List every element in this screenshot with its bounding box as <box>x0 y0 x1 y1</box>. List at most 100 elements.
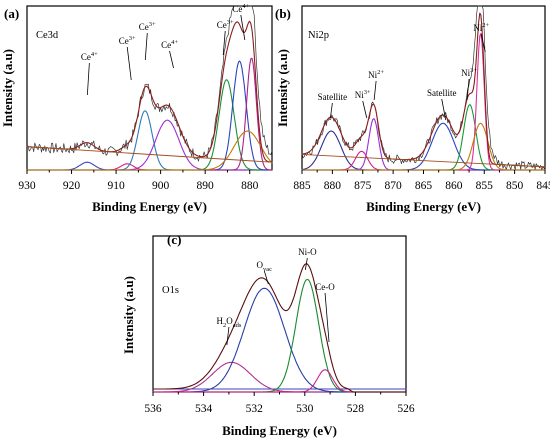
peak-label: Ce3+ <box>217 19 234 30</box>
panel-ce3d: 930 920 910 900 890 880 Binding Energy (eV) Int… <box>0 3 273 214</box>
series-line-7 <box>26 57 273 171</box>
peak-arrow <box>329 102 333 119</box>
peak-label: Ni2+ <box>368 69 384 80</box>
peak-label-main: Ce <box>139 22 149 32</box>
peak-label-main: Ni-O <box>298 247 317 257</box>
peak-label-sup: 3+ <box>364 89 371 96</box>
peak-arrow <box>324 292 330 343</box>
peak-arrow <box>373 80 377 101</box>
element-label: O1s <box>162 285 179 296</box>
peak-label: Ce-O <box>315 282 335 292</box>
panel-o1s: 536 534 532 530 528 526 Binding Energy (eV) Int… <box>121 232 415 438</box>
series-line-0 <box>301 5 546 171</box>
peak-label-main2: O <box>226 316 233 326</box>
peak-label-main: Ce <box>232 4 242 14</box>
peak-label-main: Ni <box>355 90 364 100</box>
x-tick-label: 532 <box>246 403 264 415</box>
series-line-8 <box>301 12 546 168</box>
series-line-9 <box>26 20 273 163</box>
x-tick-label: 870 <box>385 180 403 192</box>
peak-label: Ce4+ <box>81 51 98 62</box>
peak-label: Ni3+ <box>355 89 371 100</box>
peak-label-main: Ce-O <box>315 282 335 292</box>
peak-label-main: Ce <box>119 36 129 46</box>
baseline-line <box>301 153 546 168</box>
peak-arrow <box>144 32 148 61</box>
peak-label-main: Ni <box>473 23 482 33</box>
peak-label-sub: 2 <box>223 322 226 329</box>
peak-label-sub: vac <box>263 266 272 273</box>
x-tick-label: 910 <box>107 180 125 192</box>
series-line-5 <box>152 263 407 393</box>
panel-label: (b) <box>275 6 291 21</box>
peak-label-sup: 4+ <box>242 3 249 10</box>
peak-label: Ni3+ <box>461 67 477 78</box>
x-tick-label: 855 <box>476 180 494 192</box>
x-tick-label: 900 <box>152 180 170 192</box>
x-axis-title: Binding Energy (eV) <box>222 423 337 438</box>
peak-label-main: Ce <box>161 40 171 50</box>
x-axis-title: Binding Energy (eV) <box>366 199 481 214</box>
element-label: Ni2p <box>308 30 329 41</box>
peak-label-sup: 3+ <box>227 19 234 26</box>
peak-label: H2Oads <box>216 316 241 329</box>
series-line-8 <box>26 130 273 171</box>
peak-label-sup: 3+ <box>470 67 477 74</box>
x-tick-label: 530 <box>296 403 314 415</box>
peak-arrow <box>226 326 230 346</box>
peak-arrow <box>169 50 174 69</box>
peak-label-sup: 2+ <box>482 22 489 29</box>
x-tick-label: 865 <box>415 180 433 192</box>
x-tick-label: 536 <box>144 403 162 415</box>
peak-label: Ovac <box>257 260 273 273</box>
x-tick-label: 850 <box>506 180 524 192</box>
x-tick-label: 528 <box>347 403 365 415</box>
peak-arrow <box>240 14 246 41</box>
peak-arrow <box>362 100 368 119</box>
x-tick-label: 526 <box>397 403 415 415</box>
peak-label: Satellite <box>318 92 348 102</box>
peak-label: Ni-O <box>298 247 317 257</box>
peak-label: Ce4+ <box>161 39 178 50</box>
element-label: Ce3d <box>36 30 59 41</box>
peak-label-main: O <box>257 260 264 270</box>
peak-label-main: Satellite <box>318 92 348 102</box>
x-tick-label: 880 <box>241 180 259 192</box>
series-line-0 <box>26 5 273 162</box>
peak-arrow <box>86 62 90 96</box>
peak-label-main: Ce <box>217 20 227 30</box>
y-axis-title: Intensity (a.u) <box>275 49 290 127</box>
y-axis-title: Intensity (a.u) <box>0 49 15 127</box>
peak-arrow <box>304 257 308 271</box>
x-tick-label: 860 <box>445 180 463 192</box>
peak-arrow <box>480 33 486 53</box>
peak-label-sup: 3+ <box>149 21 156 28</box>
peak-arrow <box>441 98 447 121</box>
series-line-1 <box>26 161 273 171</box>
peak-label: Ce3+ <box>139 21 156 32</box>
x-tick-label: 534 <box>195 403 213 415</box>
x-tick-label: 875 <box>354 180 372 192</box>
panel-label: (a) <box>4 6 19 21</box>
peak-label-sup: 3+ <box>129 35 136 42</box>
peak-label: Satellite <box>427 88 457 98</box>
peak-label-main: Ce <box>81 52 91 62</box>
y-axis-title: Intensity (a.u) <box>121 276 136 354</box>
peak-label: Ni2+ <box>473 22 489 33</box>
peak-label-main: Ni <box>461 68 470 78</box>
x-tick-label: 890 <box>197 180 215 192</box>
peak-label-sup: 4+ <box>91 51 98 58</box>
peak-arrow <box>222 30 226 56</box>
series-line-1 <box>152 361 407 393</box>
peak-label-sub2: ads <box>233 322 242 329</box>
peak-label-main: Ni <box>368 70 377 80</box>
x-tick-label: 930 <box>18 180 36 192</box>
panel-label: (c) <box>167 232 181 247</box>
peak-label-sup: 4+ <box>171 39 178 46</box>
plot-frame <box>301 5 546 171</box>
baseline-line <box>26 146 273 163</box>
peak-label-main: H <box>216 316 223 326</box>
peak-arrow <box>126 46 132 81</box>
x-tick-label: 880 <box>324 180 342 192</box>
